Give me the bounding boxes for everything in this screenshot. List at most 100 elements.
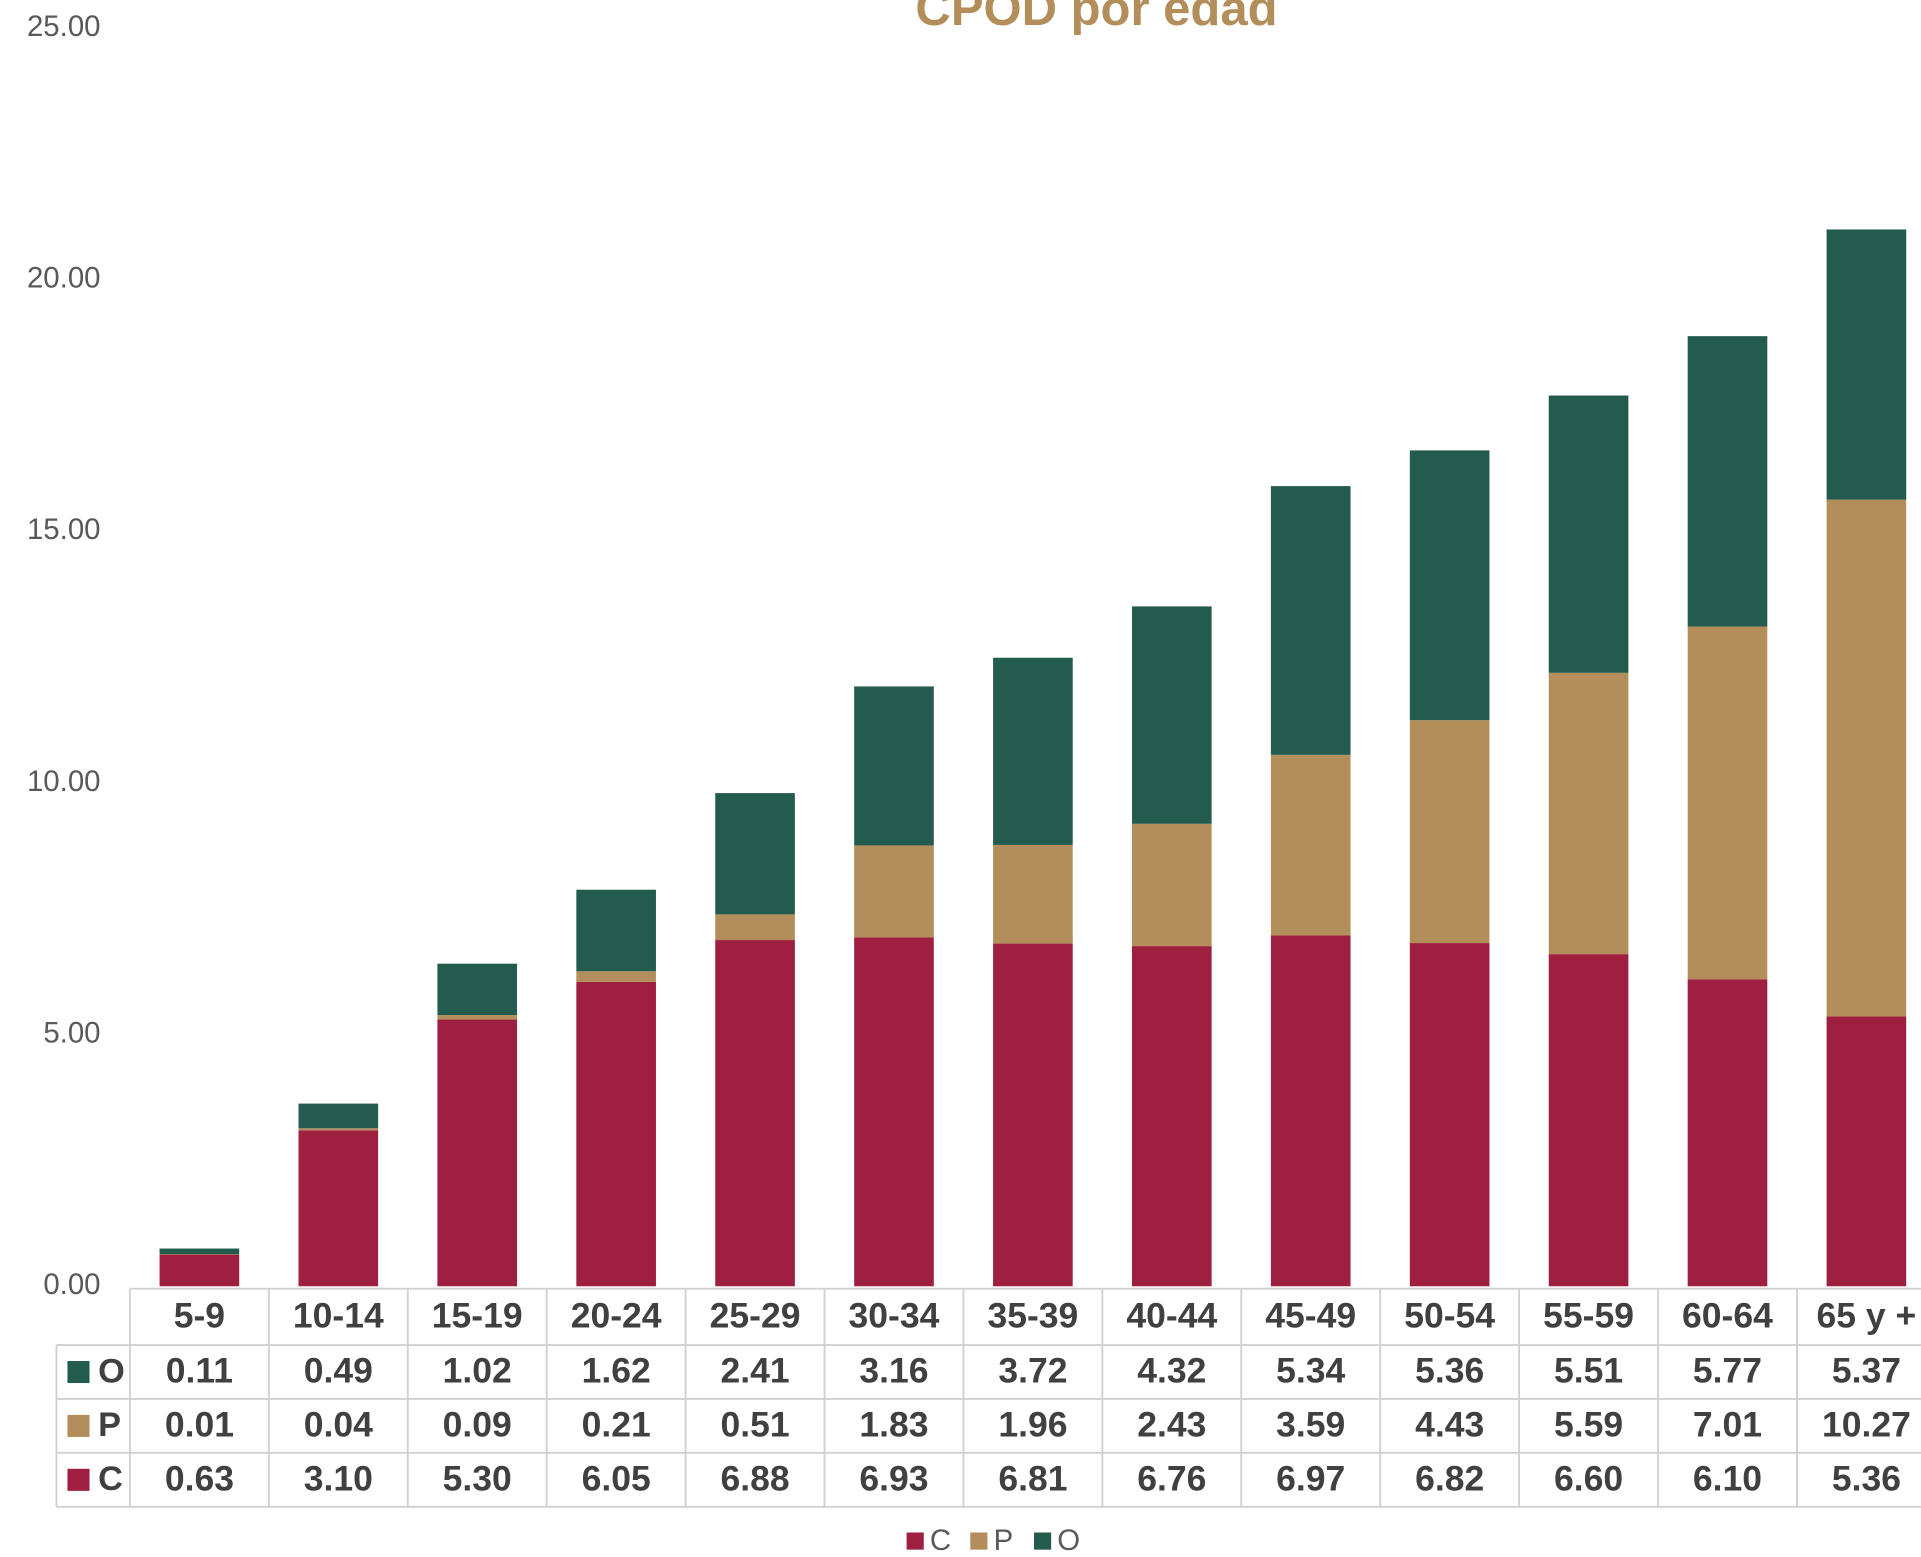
table-value: 1.96 <box>998 1405 1067 1445</box>
x-tick-label: 10-14 <box>293 1296 384 1336</box>
x-tick-label: 5-9 <box>174 1296 225 1336</box>
table-row-label: O <box>98 1352 125 1390</box>
bar-segment <box>437 1015 518 1020</box>
table-value: 1.02 <box>443 1351 512 1391</box>
bar-segment <box>576 889 656 972</box>
table-value: 5.30 <box>443 1458 512 1498</box>
y-tick-label: 0.00 <box>43 1268 100 1301</box>
y-tick-label: 10.00 <box>27 765 101 798</box>
table-value: 5.34 <box>1276 1351 1345 1391</box>
bar-segment <box>1548 954 1629 1287</box>
table-value: 4.43 <box>1415 1405 1484 1445</box>
table-value: 0.49 <box>304 1351 373 1391</box>
bar-segment <box>298 1103 379 1129</box>
bar-segment <box>1826 499 1907 1017</box>
x-tick-label: 60-64 <box>1682 1296 1773 1336</box>
table-value: 0.21 <box>582 1405 651 1445</box>
bar-segment <box>1132 823 1212 947</box>
table-legend-key <box>67 1360 90 1384</box>
table-value: 3.16 <box>859 1351 928 1391</box>
bar-segment <box>854 686 934 846</box>
x-tick-label: 25-29 <box>710 1296 801 1336</box>
bar-segment <box>715 940 795 1287</box>
table-value: 6.88 <box>721 1458 790 1498</box>
bar-segment <box>576 971 656 982</box>
y-tick-label: 5.00 <box>43 1016 100 1049</box>
table-value: 0.04 <box>304 1405 373 1445</box>
bar-segment <box>576 981 656 1287</box>
bar-segment <box>1687 336 1768 627</box>
bar-segment <box>159 1254 240 1287</box>
x-tick-label: 65 y + <box>1817 1296 1917 1336</box>
bar-segment <box>298 1130 379 1287</box>
chart-title: CPOD por edad <box>915 0 1277 36</box>
legend-key <box>906 1532 924 1550</box>
table-legend-key <box>67 1468 90 1491</box>
y-tick-label: 25.00 <box>27 10 101 43</box>
bar-segment <box>1409 720 1490 944</box>
bar-segment <box>1409 943 1490 1287</box>
x-tick-label: 30-34 <box>849 1296 940 1336</box>
bar-segment <box>854 937 934 1287</box>
table-value: 5.59 <box>1554 1405 1623 1445</box>
bar-segment <box>1270 754 1351 936</box>
table-value: 6.05 <box>582 1458 651 1498</box>
table-value: 3.72 <box>998 1351 1067 1391</box>
table-value: 4.32 <box>1137 1351 1206 1391</box>
bar-segment <box>1548 672 1629 955</box>
bar-segment <box>159 1254 240 1255</box>
table-value: 6.93 <box>859 1458 928 1498</box>
legend-label: C <box>930 1524 951 1557</box>
table-value: 1.62 <box>582 1351 651 1391</box>
table-value: 0.01 <box>165 1405 234 1445</box>
bar-segment <box>993 943 1073 1287</box>
table-value: 0.63 <box>165 1458 234 1498</box>
bar-segment <box>1270 486 1351 755</box>
table-row-label: P <box>98 1406 121 1444</box>
bar-segment <box>437 1019 518 1287</box>
table-value: 5.37 <box>1832 1351 1901 1391</box>
bar-segment <box>298 1128 379 1131</box>
table-row-label: C <box>98 1460 123 1498</box>
table-value: 1.83 <box>859 1405 928 1445</box>
x-tick-label: 45-49 <box>1265 1296 1356 1336</box>
table-value: 5.36 <box>1832 1458 1901 1498</box>
table-value: 3.10 <box>304 1458 373 1498</box>
x-tick-label: 55-59 <box>1543 1296 1634 1336</box>
y-tick-label: 20.00 <box>27 262 101 295</box>
legend-label: P <box>994 1524 1014 1557</box>
table-value: 5.77 <box>1693 1351 1762 1391</box>
bar-segment <box>1687 979 1768 1287</box>
table-value: 6.97 <box>1276 1458 1345 1498</box>
x-tick-label: 35-39 <box>987 1296 1078 1336</box>
bar-segment <box>1548 395 1629 673</box>
table-value: 6.81 <box>998 1458 1067 1498</box>
y-tick-label: 15.00 <box>27 513 101 546</box>
table-value: 6.76 <box>1137 1458 1206 1498</box>
table-legend-key <box>67 1414 90 1437</box>
legend-key <box>1034 1532 1052 1550</box>
bar-segment <box>993 657 1073 845</box>
x-tick-label: 40-44 <box>1126 1296 1217 1336</box>
bar-segment <box>715 914 795 941</box>
bar-segment <box>1409 450 1490 721</box>
bar-segment <box>437 963 518 1016</box>
table-value: 0.11 <box>166 1351 233 1391</box>
bar-segment <box>1687 626 1768 980</box>
bar-segment <box>1132 606 1212 824</box>
table-value: 5.36 <box>1415 1351 1484 1391</box>
table-value: 6.82 <box>1415 1458 1484 1498</box>
x-tick-label: 50-54 <box>1404 1296 1495 1336</box>
table-value: 6.60 <box>1554 1458 1623 1498</box>
table-value: 7.01 <box>1693 1405 1762 1445</box>
table-value: 10.27 <box>1822 1405 1911 1445</box>
bar-segment <box>1132 946 1212 1287</box>
legend-label: O <box>1057 1524 1080 1557</box>
bar-segment <box>159 1248 240 1255</box>
bar-segment <box>715 793 795 915</box>
table-value: 0.09 <box>443 1405 512 1445</box>
x-tick-label: 15-19 <box>432 1296 523 1336</box>
table-value: 0.51 <box>721 1405 790 1445</box>
bar-segment <box>1826 229 1907 500</box>
